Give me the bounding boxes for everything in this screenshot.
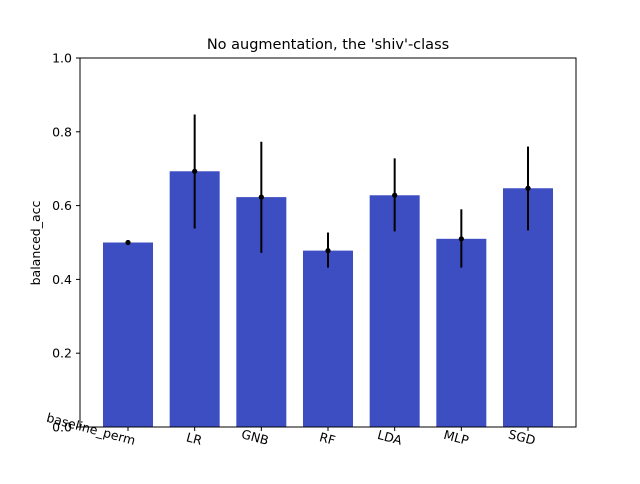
x-tick-label: MLP (442, 427, 471, 448)
x-tick-label: LDA (376, 427, 404, 448)
y-tick-label: 0.8 (52, 124, 72, 139)
mean-point-RF (325, 248, 331, 254)
mean-point-LR (192, 168, 198, 174)
bar-MLP (436, 238, 487, 427)
y-axis: 0.0 0.2 0.4 0.6 0.8 1.0 (52, 51, 80, 435)
x-tick-label: GNB (240, 426, 271, 448)
bar-LDA (369, 195, 420, 427)
x-tick-label: LR (185, 429, 204, 448)
mean-point-SGD (525, 185, 531, 191)
plot-frame (79, 57, 577, 428)
y-tick-label: 0.6 (52, 198, 72, 213)
mean-point-MLP (458, 236, 464, 242)
y-tick-label: 0.0 (52, 420, 72, 435)
mean-point-baseline_perm (125, 239, 131, 246)
bar-baseline_perm (103, 242, 153, 427)
y-axis-label: balanced_acc (28, 200, 43, 285)
y-tick-label: 0.4 (52, 272, 72, 287)
mean-point-GNB (258, 194, 264, 200)
y-tick-label: 1.0 (52, 51, 72, 66)
mean-point-LDA (392, 192, 398, 198)
chart-title: No augmentation, the 'shiv'-class (207, 37, 449, 53)
y-tick-label: 0.2 (52, 346, 72, 361)
error-bars-layer (125, 114, 531, 268)
bar-RF (303, 250, 353, 427)
x-tick-label: SGD (507, 426, 537, 448)
x-tick-label: RF (318, 429, 337, 448)
